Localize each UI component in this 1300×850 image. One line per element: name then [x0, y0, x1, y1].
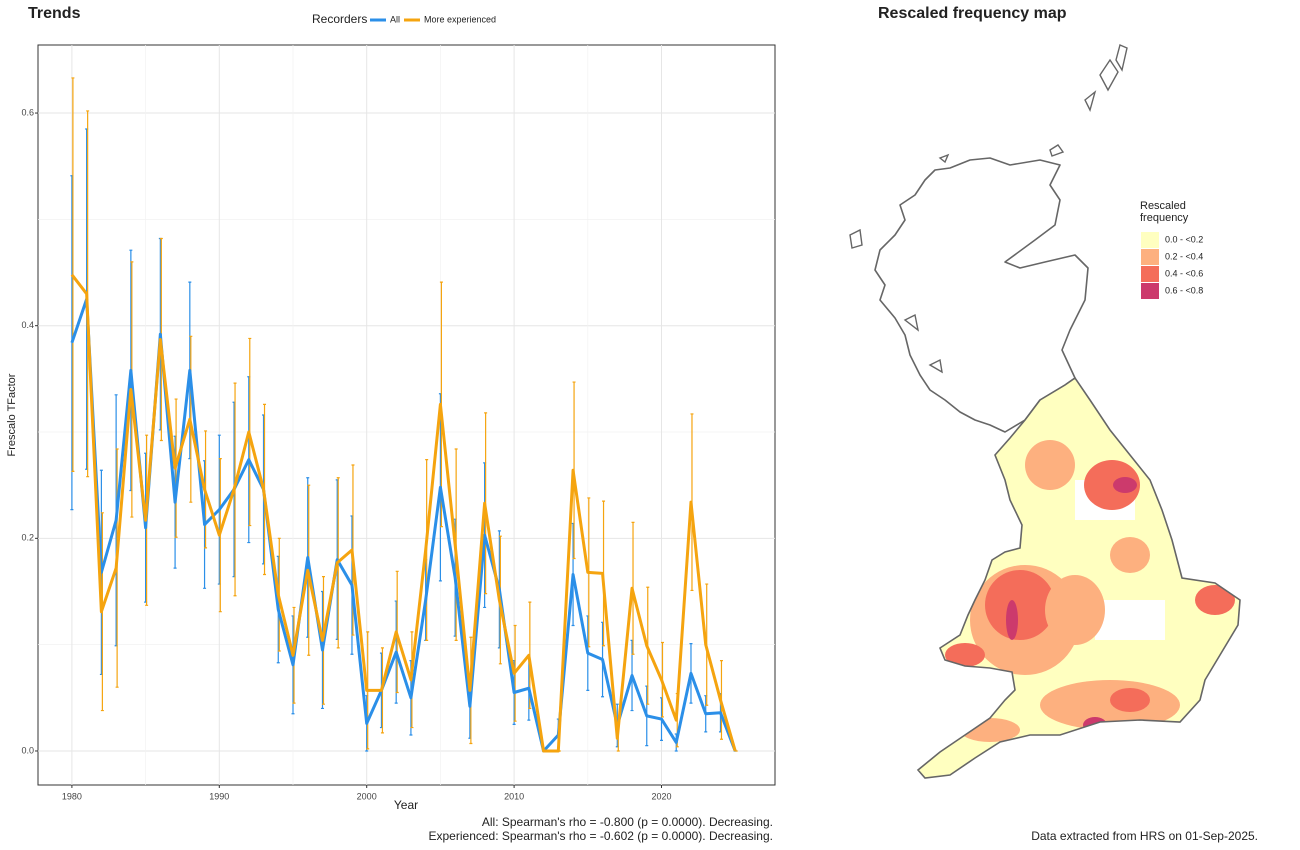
x-tick-label: 2000: [357, 791, 377, 801]
patch: [1025, 440, 1075, 490]
legend-swatch: [1141, 283, 1159, 299]
y-tick-label: 0.4: [21, 320, 34, 330]
legend-label: 0.4 - <0.6: [1165, 268, 1203, 278]
annotation: All: Spearman's rho = -0.800 (p = 0.0000…: [482, 815, 773, 829]
annotation: Experienced: Spearman's rho = -0.602 (p …: [429, 829, 774, 843]
legend-swatch: [1141, 266, 1159, 282]
no-data: [1095, 600, 1165, 640]
legend-swatch: [1141, 232, 1159, 248]
patch: [1195, 585, 1235, 615]
patch: [1110, 537, 1150, 573]
legend-label: 0.0 - <0.2: [1165, 234, 1203, 244]
patch: [1045, 575, 1105, 645]
y-tick-label: 0.0: [21, 745, 34, 755]
legend-swatch: [1141, 249, 1159, 265]
patch: [1113, 477, 1137, 493]
patch: [1083, 717, 1107, 733]
patch: [1110, 688, 1150, 712]
y-tick-label: 0.2: [21, 533, 34, 543]
map: [849, 44, 1241, 779]
plot-frame: [37, 44, 776, 786]
frequency-patches: [945, 440, 1235, 742]
legend-label: More experienced: [424, 14, 496, 24]
scotland-outline: [874, 157, 1089, 433]
y-tick-label: 0.6: [21, 107, 34, 117]
map-legend-title: Rescaled frequency: [1140, 200, 1189, 224]
legend-label: 0.2 - <0.4: [1165, 251, 1203, 261]
patch: [1006, 600, 1018, 640]
series-line: [70, 297, 737, 753]
patch: [1084, 460, 1140, 510]
patch: [960, 718, 1020, 742]
legend-label: All: [390, 14, 400, 24]
islands-outline: [849, 44, 1128, 374]
plot-area: 0.0 0.2 0.4 0.6 1980 1990 2000 2010 2020: [21, 45, 775, 801]
patch: [985, 570, 1055, 640]
legend-title: Recorders: [312, 12, 367, 26]
map-title: Rescaled frequency map: [878, 5, 1067, 22]
x-tick-label: 1980: [62, 791, 82, 801]
chart-title: Trends: [28, 5, 81, 22]
patch: [945, 643, 985, 667]
y-axis-label: Frescalo TFactor: [6, 373, 18, 456]
x-axis-label: Year: [394, 798, 418, 812]
footer: Data extracted from HRS on 01-Sep-2025.: [1031, 829, 1258, 843]
x-tick-label: 2020: [651, 791, 671, 801]
x-tick-label: 2010: [504, 791, 524, 801]
map-legend-title-box: Rescaled frequency: [1140, 200, 1189, 224]
legend-label: 0.6 - <0.8: [1165, 285, 1203, 295]
x-tick-label: 1990: [209, 791, 229, 801]
patch: [1040, 680, 1180, 730]
map-legend: 0.0 - <0.2 0.2 - <0.4 0.4 - <0.6 0.6 - <0.8: [1141, 232, 1203, 299]
series-line: [70, 273, 737, 753]
